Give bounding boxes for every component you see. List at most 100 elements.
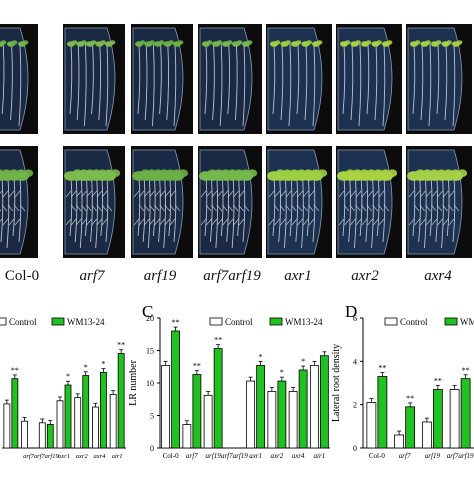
- panel-letter: C: [142, 302, 153, 321]
- lateral-root-line: [308, 218, 315, 226]
- legend-swatch: [51, 317, 65, 326]
- lateral-root-line: [154, 190, 160, 198]
- x-tick-label: axr1: [249, 452, 262, 460]
- genotype-label-arf19: arf19: [143, 268, 177, 284]
- lateral-root-line: [274, 190, 280, 198]
- bar-treatment: [46, 423, 54, 449]
- root-line: [278, 175, 281, 243]
- root-line: [366, 43, 370, 115]
- lateral-root-line: [211, 218, 218, 226]
- root-line: [137, 43, 141, 115]
- legend-swatch: [209, 317, 223, 326]
- root-line: [226, 175, 229, 243]
- lateral-root-line: [313, 204, 320, 212]
- root-line: [215, 175, 219, 249]
- genotype-label-arf7: arf7: [79, 268, 105, 284]
- root-line: [173, 175, 177, 243]
- lateral-root-line: [7, 204, 14, 212]
- lateral-root-line: [291, 218, 298, 226]
- lateral-root-line: [1, 204, 8, 212]
- lateral-root-line: [81, 218, 87, 226]
- seedling-leaf: [100, 40, 106, 45]
- bar-control: [92, 406, 99, 449]
- y-tick-label: 2: [353, 401, 357, 410]
- root-line: [231, 175, 235, 249]
- bar-control: [449, 389, 460, 449]
- bar-treatment: [171, 330, 181, 449]
- bar-treatment: [213, 348, 223, 449]
- panel-letter: D: [345, 302, 357, 321]
- seedling-leaf: [149, 40, 155, 45]
- significance-mark: *: [66, 372, 70, 381]
- lateral-root-line: [138, 218, 145, 226]
- lateral-root-line: [96, 204, 102, 212]
- lateral-root-line: [2, 190, 9, 198]
- lateral-root-line: [222, 218, 228, 226]
- significance-mark: **: [193, 362, 201, 371]
- lateral-root-line: [76, 218, 82, 226]
- bar-treatment: [11, 378, 19, 449]
- seedling-leaf: [216, 40, 223, 45]
- root-line: [166, 43, 170, 121]
- bar-control: [109, 394, 117, 449]
- lateral-root-line: [297, 218, 303, 226]
- lateral-root-line: [448, 190, 455, 198]
- seedling-leaf: [236, 40, 243, 45]
- lateral-root-line: [448, 218, 455, 226]
- genotype-label-col0: Col-0: [4, 268, 40, 284]
- y-tick-label: 5: [150, 412, 154, 421]
- lateral-root-line: [442, 204, 448, 212]
- bar-control: [246, 380, 256, 449]
- lateral-root-line: [425, 218, 432, 226]
- lateral-root-line: [8, 218, 15, 226]
- lateral-root-line: [154, 218, 160, 226]
- root-line: [6, 175, 10, 249]
- petri-plate: [337, 149, 393, 255]
- seedling-leaf: [246, 40, 253, 45]
- root-line: [95, 175, 98, 249]
- lateral-root-line: [0, 218, 3, 222]
- root-line: [428, 43, 432, 127]
- lateral-root-line: [101, 190, 108, 198]
- root-line: [74, 175, 78, 243]
- root-line: [151, 43, 155, 127]
- lateral-root-line: [425, 204, 431, 212]
- lateral-root-line: [344, 218, 350, 226]
- root-line: [204, 43, 208, 115]
- root-line: [374, 43, 378, 121]
- lateral-root-line: [238, 190, 245, 198]
- lateral-root-line: [448, 204, 454, 212]
- lateral-root-line: [169, 190, 176, 198]
- root-line: [295, 175, 299, 243]
- lateral-root-line: [81, 204, 87, 212]
- bar-treatment: [432, 389, 443, 449]
- lateral-root-line: [91, 204, 97, 212]
- seedling-leaf: [247, 169, 258, 178]
- lateral-root-line: [243, 204, 250, 212]
- root-line: [412, 43, 416, 115]
- significance-mark: **: [462, 366, 470, 375]
- lateral-root-line: [443, 190, 449, 198]
- lateral-root-line: [200, 190, 207, 198]
- legend-label: Control: [225, 317, 253, 327]
- lateral-root-line: [361, 218, 368, 226]
- petri-plate: [267, 27, 323, 131]
- root-line: [144, 43, 148, 121]
- lateral-root-line: [222, 190, 228, 198]
- significance-mark: *: [280, 368, 284, 377]
- lateral-root-line: [378, 204, 384, 212]
- bar-treatment: [82, 375, 90, 449]
- lateral-root-line: [268, 190, 275, 198]
- significance-mark: **: [434, 377, 442, 386]
- legend-label: Control: [9, 317, 37, 327]
- lateral-root-line: [81, 190, 87, 198]
- petri-plate: [199, 27, 253, 131]
- root-line: [105, 175, 109, 243]
- x-tick-label: axr4: [292, 452, 305, 460]
- lateral-root-line: [303, 218, 309, 226]
- root-line: [159, 43, 162, 115]
- lateral-root-line: [355, 218, 362, 226]
- lateral-root-line: [14, 218, 21, 226]
- lateral-root-line: [206, 190, 212, 198]
- root-line: [301, 175, 304, 249]
